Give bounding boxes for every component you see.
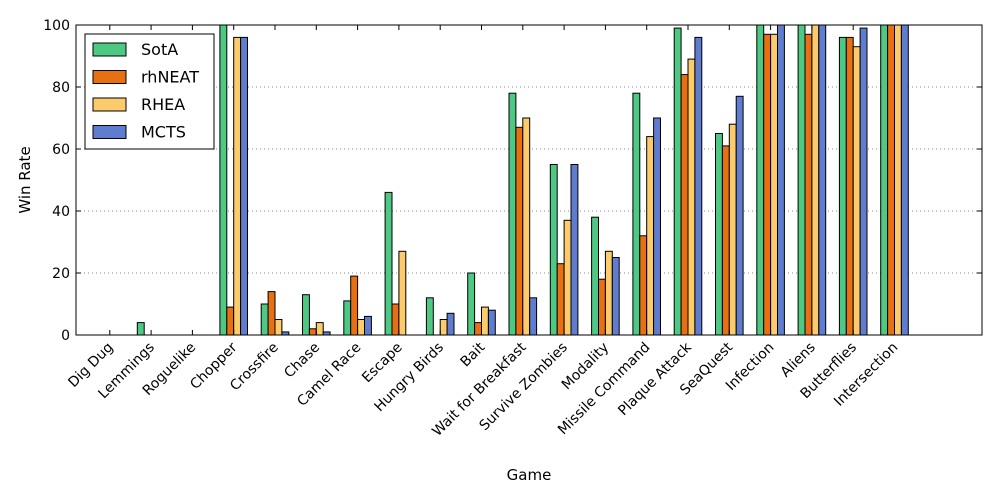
bar-mcts [900, 24, 909, 336]
legend: SotA rhNEAT RHEA MCTS [84, 33, 215, 150]
legend-swatch [92, 97, 127, 112]
bar-mcts [818, 24, 827, 336]
bar-sota [756, 24, 765, 336]
plot-frame [75, 24, 983, 336]
bar-rhea [398, 250, 407, 336]
bar-sota [425, 297, 434, 336]
bar-mcts [694, 36, 703, 336]
bar-sota [797, 24, 806, 336]
bar-rhea [770, 33, 778, 336]
bar-sota [343, 300, 352, 336]
bar-mcts [529, 297, 538, 336]
bar-mcts [570, 164, 579, 336]
bar-sota [508, 92, 517, 336]
bar-rhneat [639, 235, 648, 336]
x-tick-label: Plaque Attack [615, 339, 695, 419]
bar-rhea [894, 24, 902, 336]
bar-sota [715, 133, 723, 336]
bar-rhneat [804, 33, 813, 336]
bar-rhneat [887, 24, 895, 336]
bar-rhneat [845, 36, 854, 336]
bar-mcts [653, 117, 661, 336]
bar-mcts [611, 257, 620, 336]
bars [96, 24, 909, 336]
y-axis-title: Win Rate [16, 146, 34, 213]
bar-rhea [604, 250, 613, 336]
y-tick-label: 20 [52, 266, 70, 282]
bar-mcts [240, 36, 249, 336]
legend-swatch [92, 42, 127, 57]
bar-sota [302, 294, 310, 336]
y-tick-label: 40 [52, 204, 70, 220]
bar-rhneat [391, 303, 400, 336]
bar-sota [632, 92, 641, 336]
y-tick-label: 80 [52, 80, 70, 96]
bar-sota [467, 272, 476, 336]
bar-rhea [522, 117, 531, 336]
bar-rhea [687, 58, 696, 336]
bar-rhea [728, 123, 737, 336]
legend-label: RHEA [141, 95, 185, 114]
bar-rhea [563, 219, 572, 336]
bar-rhea [481, 306, 489, 336]
bar-rhea [811, 24, 820, 336]
bar-mcts [777, 24, 785, 336]
bar-rhneat [763, 33, 772, 336]
x-tick-label: Bait [458, 339, 489, 370]
x-axis-title: Game [507, 466, 552, 484]
bar-rhneat [721, 145, 730, 336]
bar-mcts [859, 27, 868, 336]
bar-rhneat [680, 74, 689, 336]
legend-swatch [92, 70, 127, 84]
bar-rhea [315, 322, 324, 336]
bar-rhneat [267, 291, 276, 336]
legend-swatch [92, 125, 127, 139]
bar-sota [838, 36, 847, 336]
bar-rhea [357, 319, 366, 336]
legend-label: rhNEAT [141, 68, 199, 87]
bar-rhea [852, 46, 861, 336]
bar-sota [591, 216, 599, 336]
bar-rhneat [350, 275, 359, 336]
bar-rhneat [474, 322, 483, 336]
bar-sota [549, 164, 558, 336]
legend-label: MCTS [141, 123, 186, 142]
bar-rhneat [598, 278, 606, 336]
y-tick-label: 100 [43, 18, 70, 34]
bar-rhea [646, 136, 655, 336]
bar-rhea [439, 319, 448, 336]
bar-rhneat [556, 263, 565, 336]
y-tick-label: 60 [52, 142, 70, 158]
bar-mcts [446, 312, 455, 336]
bar-mcts [487, 309, 496, 336]
bar-rhneat [226, 306, 235, 336]
bar-sota [136, 322, 145, 336]
bar-sota [219, 24, 228, 336]
bar-sota [673, 27, 682, 336]
y-tick-label: 0 [61, 328, 70, 344]
bar-rhea [233, 36, 242, 336]
bar-rhneat [515, 126, 524, 336]
bar-sota [880, 24, 889, 336]
bar-rhea [274, 319, 283, 336]
legend-label: SotA [141, 40, 178, 59]
bar-mcts [364, 315, 372, 336]
bar-rhneat [308, 328, 317, 336]
bar-sota [384, 191, 393, 336]
bar-mcts [735, 95, 744, 336]
bar-sota [260, 303, 269, 336]
